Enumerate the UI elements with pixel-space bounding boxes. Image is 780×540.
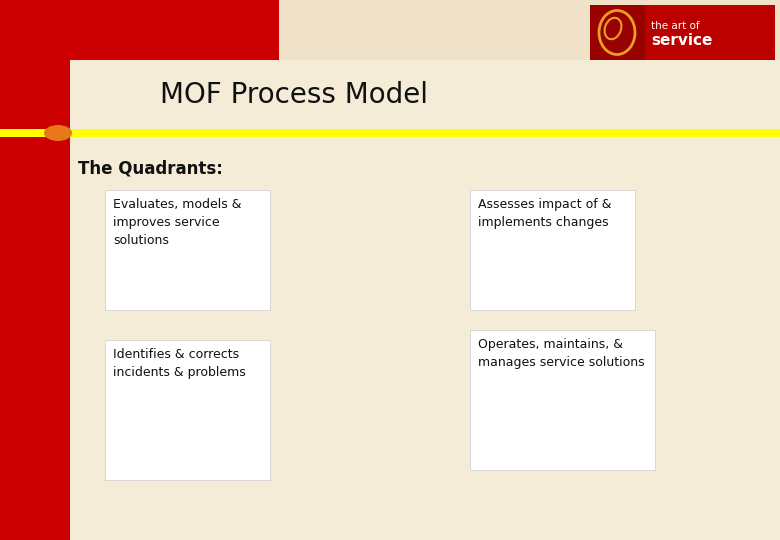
Bar [590, 5, 645, 60]
Bar [0, 0, 279, 60]
Text: Evaluates, models &
improves service
solutions: Evaluates, models & improves service sol… [113, 198, 242, 247]
Text: service: service [651, 33, 712, 48]
Bar [70, 60, 780, 540]
Bar [70, 60, 780, 540]
Bar [105, 190, 270, 310]
Text: Assesses impact of &
implements changes: Assesses impact of & implements changes [478, 198, 612, 229]
Text: Operates, maintains, &
manages service solutions: Operates, maintains, & manages service s… [478, 338, 644, 369]
Text: Identifies & corrects
incidents & problems: Identifies & corrects incidents & proble… [113, 348, 246, 379]
Bar [470, 330, 655, 470]
Bar [470, 190, 635, 310]
Text: The Quadrants:: The Quadrants: [78, 160, 223, 178]
Ellipse shape [44, 125, 72, 141]
Bar [0, 129, 780, 137]
Bar [0, 0, 279, 540]
Text: the art of: the art of [651, 21, 700, 31]
Bar [590, 5, 775, 60]
Text: MOF Process Model: MOF Process Model [160, 81, 428, 109]
Bar [105, 340, 270, 480]
